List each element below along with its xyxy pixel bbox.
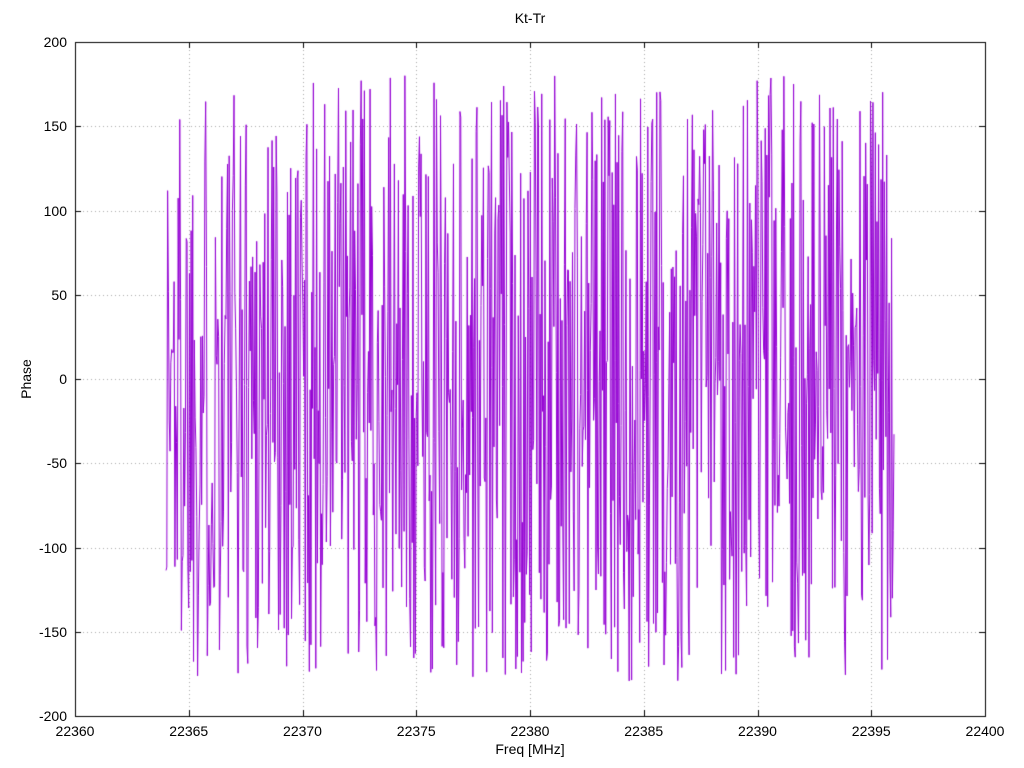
x-tick-label: 22360 [55, 723, 95, 739]
x-tick-label: 22370 [283, 723, 322, 739]
y-tick-label: 100 [43, 202, 67, 219]
x-tick-label: 22365 [169, 723, 209, 739]
x-tick-label: 22380 [510, 723, 550, 739]
y-tick-label: 0 [59, 371, 67, 387]
x-axis-title: Freq [MHz] [495, 741, 565, 757]
y-tick-label: -150 [38, 623, 67, 640]
x-tick-label: 22395 [851, 723, 891, 739]
y-axis-title: Phase [17, 359, 34, 399]
x-tick-label: 22400 [965, 723, 1005, 739]
x-tick-label: 22375 [396, 723, 436, 739]
x-tick-label: 22390 [738, 723, 777, 739]
y-tick-label: -200 [38, 708, 67, 724]
x-tick-label: 22385 [624, 723, 664, 739]
y-tick-label: -100 [38, 539, 67, 556]
y-tick-label: 200 [43, 34, 67, 50]
y-tick-label: -50 [46, 455, 67, 472]
y-tick-label: 50 [51, 286, 67, 303]
y-tick-label: 150 [43, 118, 67, 135]
chart-title: Kt-Tr [514, 10, 546, 26]
